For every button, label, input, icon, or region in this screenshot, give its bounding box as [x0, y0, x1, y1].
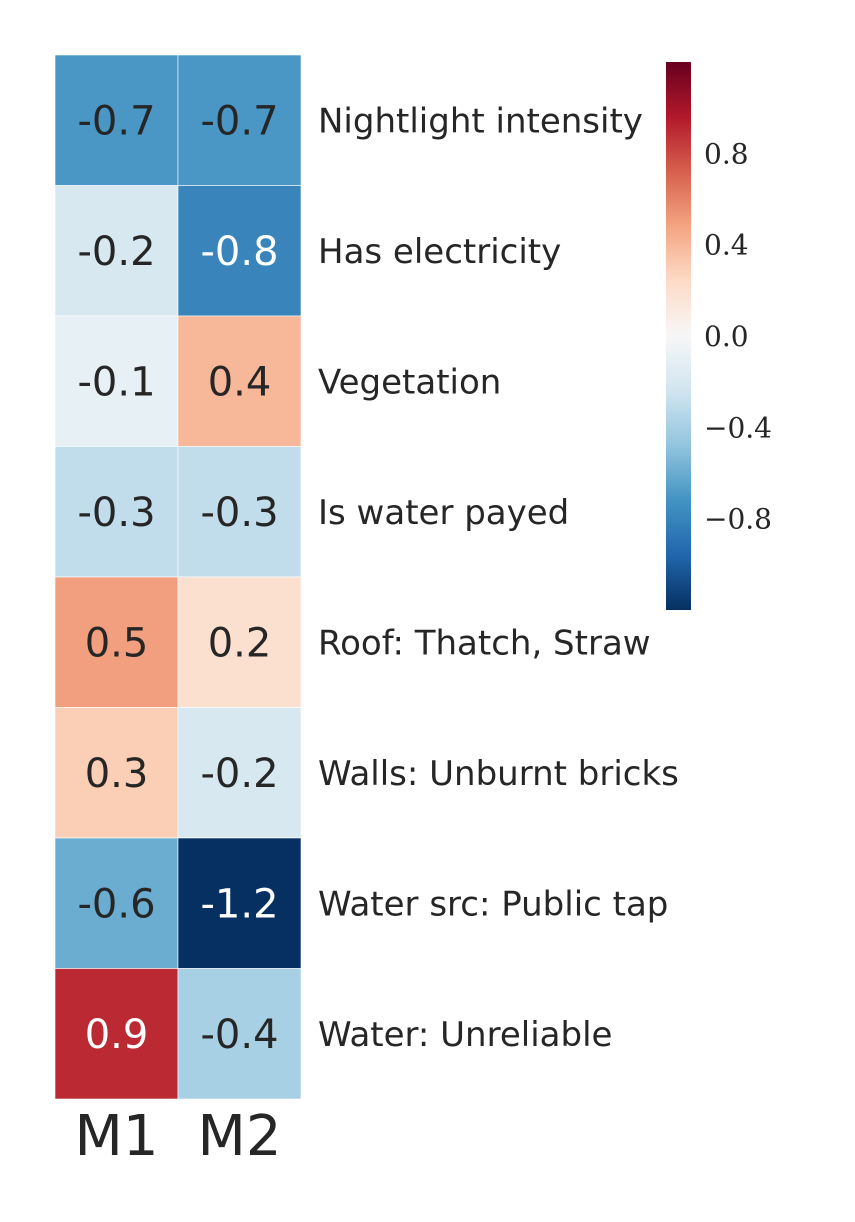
colorbar: 0.8 0.4 0.0 −0.4 −0.8 — [666, 62, 772, 610]
row-labels: Nightlight intensity Has electricity Veget… — [318, 101, 679, 1055]
heatmap-cell — [177, 54, 302, 186]
row-label: Water: Unreliable — [318, 1015, 612, 1055]
row-label: Roof: Thatch, Straw — [318, 623, 651, 663]
cell-value-label: 0.5 — [85, 620, 149, 666]
cell-value-label: -0.3 — [77, 490, 155, 536]
column-label: M1 — [75, 1104, 159, 1169]
heatmap-cell — [177, 837, 302, 969]
cell-value-label: 0.3 — [85, 751, 149, 797]
cell-value-label: -0.6 — [77, 881, 155, 927]
colorbar-tick-label: 0.0 — [704, 320, 749, 353]
cell-value-label: -0.2 — [77, 229, 155, 275]
heatmap-cell — [54, 54, 179, 186]
heatmap-cell — [177, 446, 302, 578]
heatmap-cells: -0.7 -0.7 -0.2 -0.8 -0.1 0.4 -0.3 -0.3 0.5 0.2 0.3… — [54, 54, 302, 1100]
cell-value-label: 0.2 — [208, 620, 272, 666]
heatmap-cell — [54, 837, 179, 969]
colorbar-tick-label: −0.8 — [704, 503, 772, 536]
heatmap-cell — [54, 315, 179, 447]
heatmap-cell — [177, 315, 302, 447]
colorbar-tick-label: 0.8 — [704, 137, 749, 170]
cell-value-label: -0.7 — [200, 98, 278, 144]
column-label: M2 — [198, 1104, 282, 1169]
cell-value-label: -0.2 — [200, 751, 278, 797]
cell-value-label: -0.7 — [77, 98, 155, 144]
cell-value-label: -0.1 — [77, 359, 155, 405]
colorbar-tick-label: 0.4 — [704, 229, 749, 262]
cell-value-label: 0.9 — [85, 1012, 149, 1058]
heatmap-cell — [54, 968, 179, 1100]
row-label: Water src: Public tap — [318, 884, 668, 924]
heatmap-cell — [177, 576, 302, 708]
colorbar-gradient — [666, 62, 691, 610]
heatmap-cell — [54, 185, 179, 317]
row-label: Vegetation — [318, 362, 501, 402]
cell-value-label: -0.3 — [200, 490, 278, 536]
cell-value-label: 0.4 — [208, 359, 272, 405]
cell-value-label: -0.8 — [200, 229, 278, 275]
row-label: Has electricity — [318, 232, 561, 272]
heatmap-cell — [54, 446, 179, 578]
colorbar-tick-label: −0.4 — [704, 411, 772, 444]
row-label: Walls: Unburnt bricks — [318, 754, 679, 794]
heatmap-cell — [177, 185, 302, 317]
cell-value-label: -1.2 — [200, 881, 278, 927]
row-label: Is water payed — [318, 493, 569, 533]
heatmap-cell — [177, 968, 302, 1100]
heatmap-cell — [177, 707, 302, 839]
column-labels: M1 M2 — [75, 1104, 282, 1169]
row-label: Nightlight intensity — [318, 101, 643, 141]
cell-value-label: -0.4 — [200, 1012, 278, 1058]
